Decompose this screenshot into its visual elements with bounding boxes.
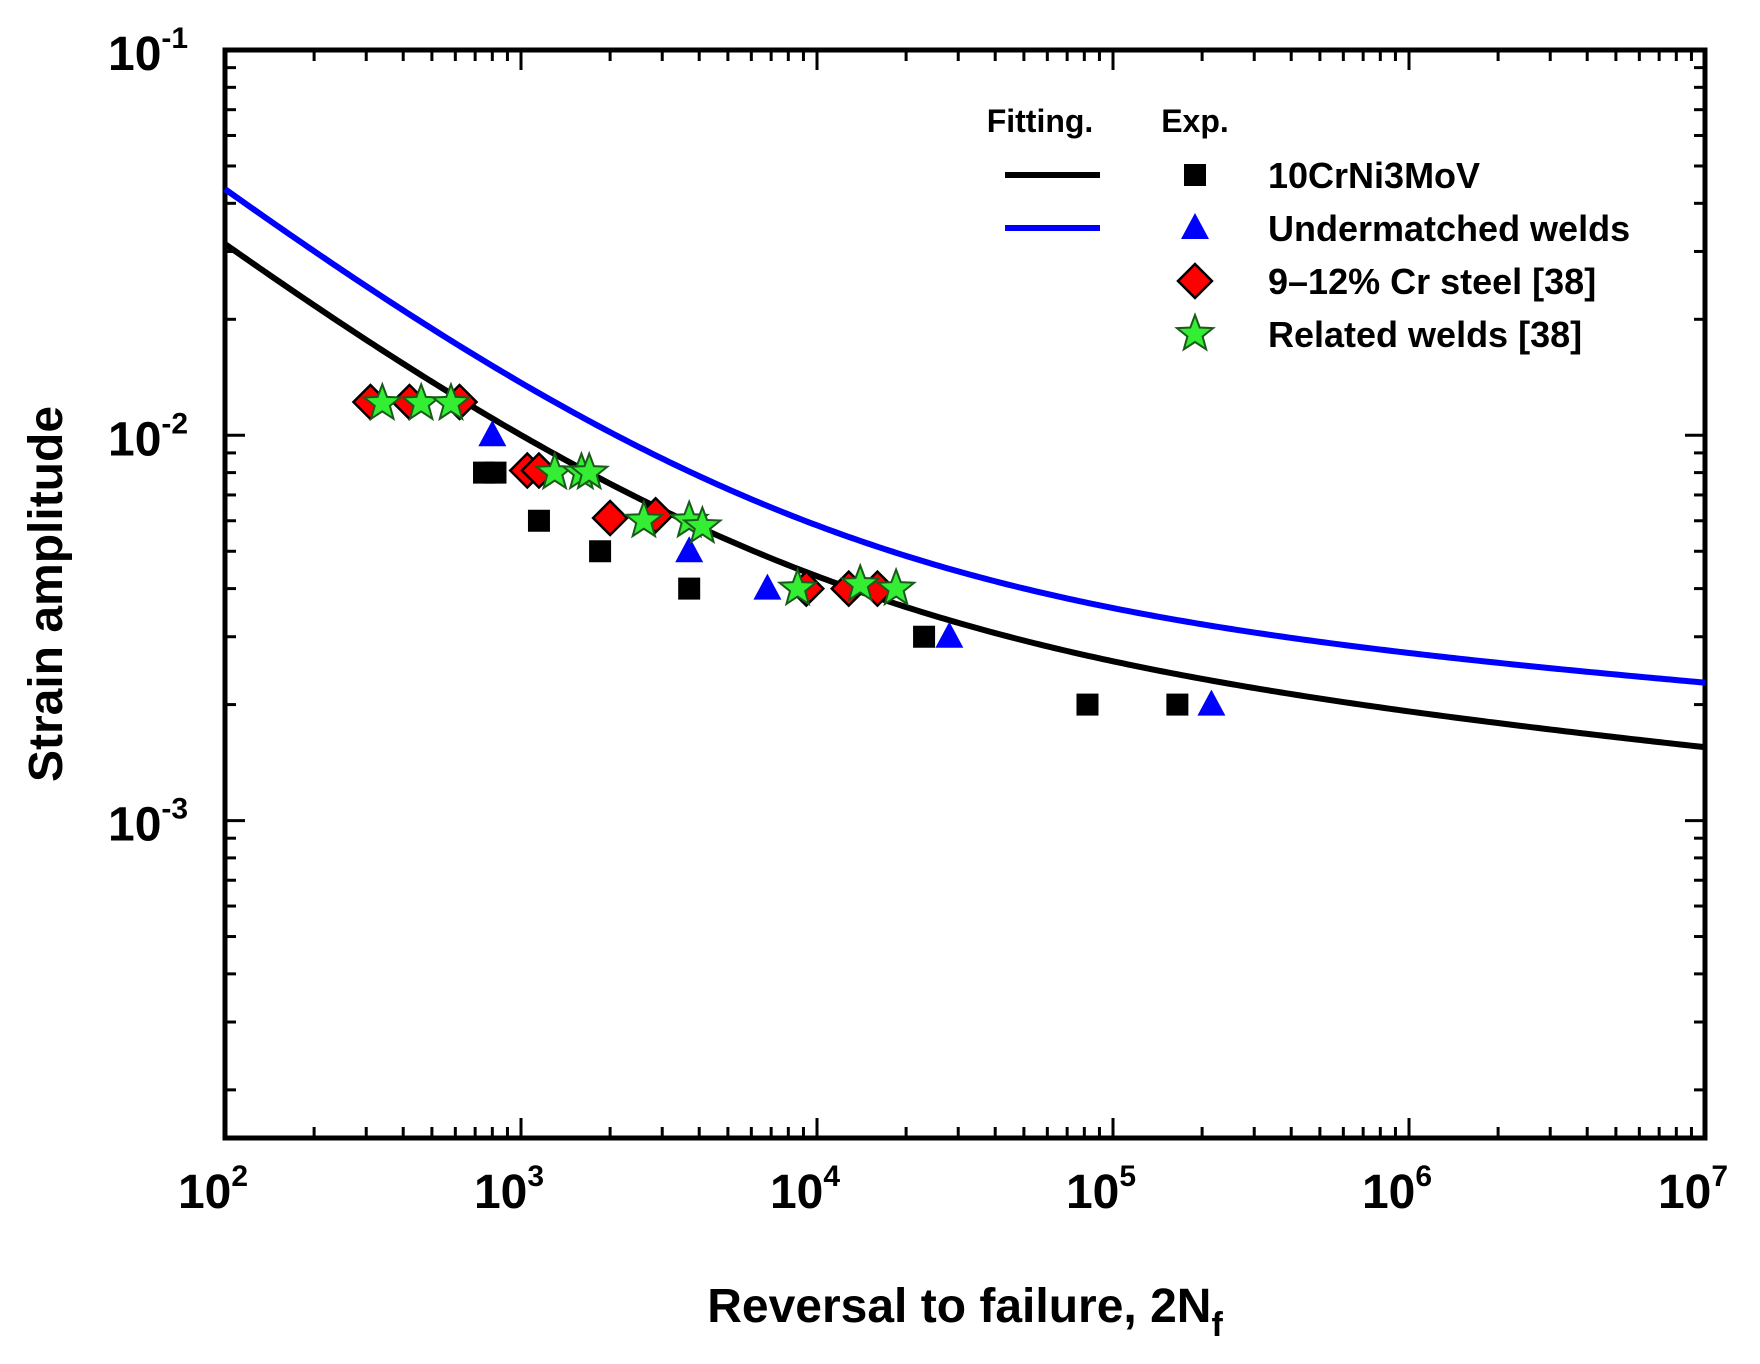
triangle-marker <box>478 420 507 447</box>
star-marker <box>839 562 882 603</box>
legend-header-fitting: Fitting. <box>987 103 1094 139</box>
square-marker <box>678 577 701 600</box>
legend: Fitting. Exp. 10CrNi3MoV Undermatched wel… <box>987 103 1630 355</box>
y-tick-labels: 10-1 10-2 10-3 <box>108 22 188 852</box>
x-tick-label: 107 <box>1658 1160 1728 1219</box>
legend-entry-label: Undermatched welds <box>1268 208 1630 249</box>
star-marker <box>568 450 610 491</box>
x-tick-label: 105 <box>1066 1160 1136 1219</box>
minor-ticks <box>225 50 1705 1138</box>
legend-triangle-marker <box>1181 213 1209 239</box>
square-marker <box>589 540 612 563</box>
y-tick-label: 10-3 <box>108 793 188 852</box>
y-axis-title: Strain amplitude <box>20 406 73 782</box>
plot-frame <box>222 47 1708 1141</box>
legend-entry-label: 10CrNi3MoV <box>1268 155 1480 196</box>
triangle-marker <box>935 621 964 648</box>
star-marker <box>430 381 472 422</box>
triangle-marker <box>675 536 704 563</box>
star-marker <box>875 566 917 607</box>
x-tick-label: 106 <box>1362 1160 1432 1219</box>
x-tick-label: 102 <box>178 1160 248 1219</box>
y-tick-label: 10-1 <box>108 22 188 81</box>
triangle-marker <box>753 573 782 600</box>
legend-entry-label: 9–12% Cr steel [38] <box>1268 261 1596 302</box>
star-marker <box>776 566 819 607</box>
x-tick-label: 103 <box>474 1160 544 1219</box>
diamond-marker <box>591 499 629 537</box>
major-ticks <box>223 48 1707 1138</box>
legend-star-marker <box>1174 312 1216 352</box>
x-axis-title: Reversal to failure, 2Nf <box>707 1280 1223 1344</box>
square-marker <box>527 509 550 532</box>
x-axis-label: Reversal to failure, 2N <box>707 1280 1211 1333</box>
x-axis-label-subscript: f <box>1211 1306 1223 1344</box>
legend-header-exp: Exp. <box>1161 103 1229 139</box>
legend-diamond-marker <box>1176 262 1214 300</box>
star-marker <box>681 504 724 545</box>
legend-entry-label: Related welds [38] <box>1268 314 1582 355</box>
legend-square-marker <box>1184 164 1206 186</box>
star-marker <box>623 498 665 539</box>
triangle-marker <box>1197 689 1226 716</box>
star-marker <box>361 381 404 422</box>
square-marker <box>1166 693 1189 716</box>
square-marker <box>484 461 507 484</box>
data-markers <box>351 381 1226 716</box>
x-tick-labels: 102 103 104 105 106 107 <box>178 1160 1728 1219</box>
square-marker <box>913 625 936 648</box>
square-marker <box>1076 693 1099 716</box>
x-tick-label: 104 <box>770 1160 840 1219</box>
fit-line <box>223 186 1706 686</box>
y-tick-label: 10-2 <box>108 407 188 466</box>
